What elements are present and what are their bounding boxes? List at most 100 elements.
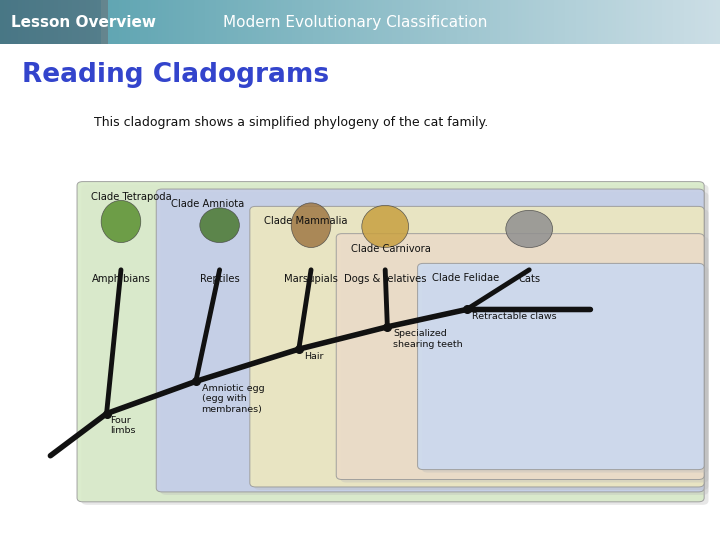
Bar (486, 0, 490, 44)
FancyBboxPatch shape (77, 181, 704, 502)
Bar (576, 0, 580, 44)
Bar (313, 0, 317, 44)
Bar (482, 0, 486, 44)
Bar (97, 0, 101, 44)
Bar (691, 0, 695, 44)
Ellipse shape (362, 205, 409, 247)
FancyBboxPatch shape (156, 189, 704, 492)
Bar (245, 0, 248, 44)
Bar (472, 0, 475, 44)
Bar (266, 0, 270, 44)
Bar (158, 0, 162, 44)
Bar (270, 0, 274, 44)
Bar (155, 0, 158, 44)
Bar (626, 0, 630, 44)
Text: Specialized
shearing teeth: Specialized shearing teeth (393, 329, 463, 349)
Bar (475, 0, 479, 44)
Bar (623, 0, 626, 44)
Bar (101, 0, 104, 44)
Bar (374, 0, 378, 44)
Bar (288, 0, 292, 44)
Text: Amniotic egg
(egg with
membranes): Amniotic egg (egg with membranes) (202, 384, 264, 414)
Bar (695, 0, 698, 44)
Bar (565, 0, 569, 44)
Bar (608, 0, 612, 44)
Bar (493, 0, 497, 44)
Bar (389, 0, 392, 44)
Bar (0, 0, 4, 44)
Bar (709, 0, 713, 44)
Bar (378, 0, 382, 44)
Bar (216, 0, 220, 44)
Text: Reading Cladograms: Reading Cladograms (22, 62, 329, 87)
Bar (58, 0, 61, 44)
Bar (360, 0, 364, 44)
Bar (551, 0, 554, 44)
Bar (619, 0, 623, 44)
Bar (29, 0, 32, 44)
Bar (464, 0, 468, 44)
Bar (54, 0, 58, 44)
Bar (688, 0, 691, 44)
Bar (263, 0, 266, 44)
Bar (421, 0, 425, 44)
Bar (223, 0, 227, 44)
Bar (36, 0, 40, 44)
Bar (547, 0, 551, 44)
Bar (198, 0, 202, 44)
Bar (281, 0, 284, 44)
Bar (94, 0, 97, 44)
Bar (68, 0, 72, 44)
Bar (659, 0, 662, 44)
Bar (508, 0, 511, 44)
Text: Amphibians: Amphibians (91, 274, 150, 284)
Bar (144, 0, 148, 44)
Bar (227, 0, 230, 44)
Bar (335, 0, 338, 44)
Bar (371, 0, 374, 44)
Text: Reptiles: Reptiles (199, 274, 240, 284)
Bar (126, 0, 130, 44)
Bar (148, 0, 151, 44)
Bar (479, 0, 482, 44)
Bar (209, 0, 212, 44)
Bar (320, 0, 324, 44)
Bar (522, 0, 526, 44)
Bar (367, 0, 371, 44)
Text: Dogs & relatives: Dogs & relatives (344, 274, 426, 284)
Bar (65, 0, 68, 44)
Bar (536, 0, 540, 44)
Bar (284, 0, 288, 44)
Bar (25, 0, 29, 44)
Bar (418, 0, 421, 44)
Bar (526, 0, 529, 44)
Bar (457, 0, 461, 44)
Bar (248, 0, 252, 44)
Bar (533, 0, 536, 44)
Bar (580, 0, 583, 44)
Bar (137, 0, 140, 44)
Bar (299, 0, 302, 44)
Bar (569, 0, 572, 44)
Bar (274, 0, 277, 44)
Bar (587, 0, 590, 44)
Bar (328, 0, 331, 44)
Bar (252, 0, 256, 44)
Bar (716, 0, 720, 44)
Bar (558, 0, 562, 44)
Bar (176, 0, 180, 44)
Bar (698, 0, 702, 44)
Bar (385, 0, 389, 44)
Bar (648, 0, 652, 44)
Bar (256, 0, 259, 44)
Bar (338, 0, 342, 44)
Text: Cats: Cats (518, 274, 540, 284)
Bar (130, 0, 133, 44)
Bar (40, 0, 43, 44)
Bar (331, 0, 335, 44)
Bar (173, 0, 176, 44)
Bar (364, 0, 367, 44)
Bar (241, 0, 245, 44)
Bar (468, 0, 472, 44)
Bar (7, 0, 11, 44)
